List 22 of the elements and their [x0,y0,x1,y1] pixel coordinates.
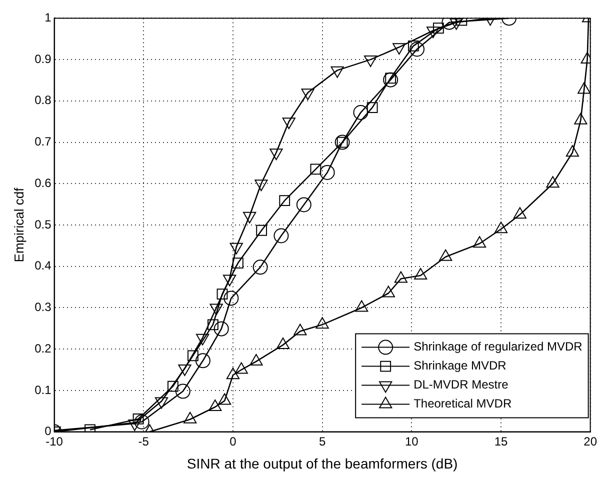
y-tick-label: 0.7 [34,134,52,149]
y-tick-label: 0.4 [34,258,52,273]
y-tick-label: 1 [44,10,52,25]
legend-label: Shrinkage of regularized MVDR [414,340,583,354]
x-tick-label: 20 [584,434,598,448]
x-tick-label: 15 [494,434,508,448]
x-tick-label: 5 [318,434,326,448]
x-axis-title: SINR at the output of the beamformers (dB) [186,455,458,472]
y-tick-label: 0.1 [34,382,52,397]
y-tick-label: 0.6 [34,176,52,190]
x-tick-label: 10 [404,434,419,448]
y-tick-label: 0.3 [34,300,52,314]
legend-label: DL-MVDR Mestre [414,378,509,392]
y-tick-label: 0.2 [34,341,52,356]
x-tick-label: -5 [138,434,150,448]
legend-label: Shrinkage MVDR [414,358,507,373]
y-axis-title: Empirical cdf [11,187,26,262]
legend-label: Theoretical MVDR [414,396,512,411]
y-tick-label: 0.9 [34,52,52,66]
x-tick-label: 0 [230,434,237,448]
y-tick-label: 0.8 [34,93,52,108]
y-tick-label: 0.5 [34,217,52,232]
